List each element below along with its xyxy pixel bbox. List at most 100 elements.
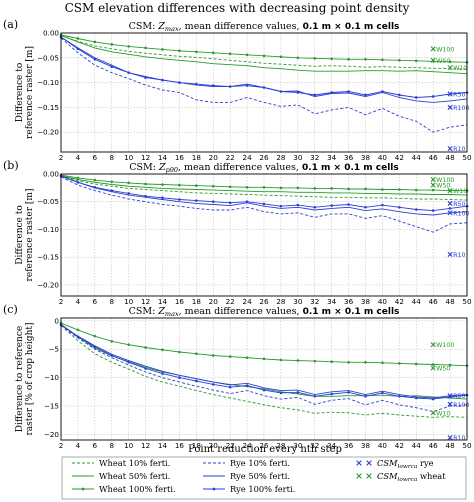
series-point	[93, 345, 97, 349]
series-point	[178, 350, 181, 354]
reference-label: W50	[436, 58, 450, 65]
x-tick-label: 8	[109, 297, 114, 306]
series-point	[245, 84, 249, 87]
panel-subtitle: CSM: Zmax, mean difference values, 0.1 m…	[129, 306, 400, 318]
series-point	[364, 57, 367, 61]
reference-label: R50	[453, 201, 465, 208]
y-tick-label: 0.00	[43, 29, 59, 38]
series-point	[127, 360, 130, 364]
panel-label: (b)	[3, 159, 19, 172]
x-tick-label: 2	[59, 441, 64, 450]
series-point	[144, 76, 147, 79]
series-point	[228, 201, 232, 205]
series-point	[144, 367, 147, 370]
panel-label: (a)	[3, 18, 18, 31]
series-point	[178, 49, 181, 53]
x-tick-label: 28	[276, 153, 286, 162]
x-tick-label: 42	[395, 153, 404, 162]
x-tick-label: 2	[59, 153, 64, 162]
x-tick-label: 34	[327, 441, 337, 450]
series-point	[127, 71, 130, 74]
chart-panel: (c) CSM: Zmax, mean difference values, 0.…	[3, 303, 472, 450]
y-tick-label: −0.05	[37, 197, 59, 206]
series-point	[262, 357, 266, 361]
series-point	[195, 379, 198, 383]
x-tick-label: 4	[76, 441, 81, 450]
reference-marker	[447, 104, 453, 110]
x-tick-label: 38	[361, 441, 371, 450]
series-point	[178, 183, 181, 187]
series-point	[381, 391, 384, 395]
series-point	[364, 93, 367, 97]
plot-frame	[60, 173, 468, 297]
series-point	[296, 56, 300, 60]
series-point	[195, 199, 198, 202]
series-point	[76, 181, 80, 184]
reference-marker	[447, 401, 453, 407]
series-point	[262, 186, 266, 189]
series-point	[76, 335, 80, 339]
series-point	[110, 180, 114, 184]
reference-marker	[430, 57, 436, 63]
series-point	[347, 57, 350, 61]
series-point	[381, 361, 384, 365]
x-tick-label: 4	[76, 297, 81, 306]
series-point	[414, 396, 418, 400]
series-point	[93, 334, 97, 338]
series-point	[330, 204, 333, 207]
x-tick-label: 22	[226, 441, 235, 450]
series-point	[364, 205, 367, 209]
series-point	[127, 343, 130, 346]
series-point	[431, 363, 435, 366]
series-point	[431, 397, 435, 401]
reference-marker	[447, 200, 453, 206]
x-tick-label: 24	[243, 297, 253, 306]
series-point	[330, 91, 333, 94]
series-point	[414, 208, 418, 211]
reference-marker	[430, 182, 436, 188]
x-tick-label: 36	[344, 441, 354, 450]
y-axis-label: Difference toreference raster [m]	[15, 46, 35, 139]
x-tick-label: 36	[344, 153, 354, 162]
y-tick-label: −0.10	[37, 225, 59, 234]
reference-marker	[447, 251, 453, 257]
x-tick-label: 14	[158, 441, 168, 450]
series-line	[60, 37, 468, 133]
legend-item: Rye 50% ferti.	[203, 471, 290, 481]
series-point	[211, 383, 215, 386]
series-point	[178, 376, 181, 379]
x-tick-label: 20	[209, 297, 219, 306]
series-point	[296, 91, 300, 94]
series-point	[93, 40, 97, 44]
y-tick-label: −0.20	[37, 280, 59, 289]
svg-text:Wheat 50% ferti.: Wheat 50% ferti.	[99, 471, 170, 481]
x-tick-label: 44	[412, 441, 422, 450]
reference-label: W100	[436, 46, 454, 53]
reference-marker	[447, 65, 453, 71]
series-point	[398, 188, 401, 191]
series-point	[381, 58, 384, 62]
series-point	[398, 58, 401, 62]
x-tick-label: 20	[209, 441, 219, 450]
series-point	[127, 45, 130, 48]
series-point	[110, 354, 114, 357]
series-point	[76, 37, 80, 40]
x-tick-label: 32	[310, 297, 319, 306]
reference-label: W10	[436, 410, 450, 417]
series-point	[262, 86, 266, 89]
series-point	[347, 391, 350, 394]
series-point	[211, 354, 215, 357]
x-tick-label: 30	[293, 297, 303, 306]
x-tick-label: 42	[395, 297, 404, 306]
series-point	[211, 184, 215, 188]
series-point	[431, 188, 435, 192]
x-tick-label: 8	[109, 153, 114, 162]
x-tick-label: 24	[243, 441, 253, 450]
series-point	[313, 93, 317, 97]
series-point	[93, 178, 97, 182]
series-point	[110, 189, 114, 192]
x-tick-label: 44	[412, 153, 422, 162]
x-tick-label: 18	[192, 153, 202, 162]
svg-text:Rye 100% ferti.: Rye 100% ferti.	[230, 484, 295, 494]
series-point	[398, 395, 401, 398]
